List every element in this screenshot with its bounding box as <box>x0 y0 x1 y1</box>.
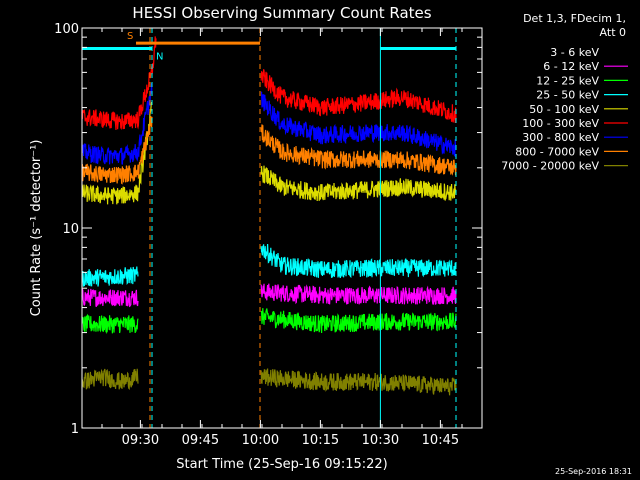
legend-header-line1: Det 1,3, FDecim 1, <box>523 12 626 25</box>
series-line-segment <box>81 115 153 185</box>
series-line-segment <box>260 124 457 176</box>
series-line-segment <box>260 91 457 158</box>
legend-label: 3 - 6 keV <box>550 46 599 59</box>
series-line-segment <box>81 323 153 382</box>
series-line-segment <box>260 340 457 377</box>
marks-layer: SN <box>82 28 457 428</box>
legend-label: 12 - 25 keV <box>536 74 599 87</box>
y-tick-label: 10 <box>62 222 79 237</box>
series-line-segment <box>81 101 153 205</box>
series-line-segment <box>260 165 457 202</box>
series-line-segment <box>81 288 139 308</box>
legend-header-line2: Att 0 <box>600 26 626 39</box>
series-6_12keV <box>81 283 457 308</box>
series-line-segment <box>260 283 457 306</box>
series-line-segment <box>260 368 457 396</box>
series-7000_20000keV <box>81 368 457 396</box>
y-tick-label: 100 <box>54 22 79 37</box>
x-tick-label: 10:30 <box>362 433 399 448</box>
series-line-segment <box>260 243 457 279</box>
x-tick-label: 09:45 <box>182 433 219 448</box>
y-tick-label: 1 <box>71 422 79 437</box>
series-line-segment <box>81 36 157 131</box>
flag-label-S: S <box>127 31 133 42</box>
x-tick-label: 10:00 <box>242 433 279 448</box>
series-line-segment <box>81 368 139 390</box>
chart-title: HESSI Observing Summary Count Rates <box>132 4 431 22</box>
series-line-segment <box>81 313 139 335</box>
series-50_100keV <box>81 101 457 205</box>
x-tick-label: 09:30 <box>122 433 159 448</box>
series-line-segment <box>81 83 153 165</box>
series-25_50keV <box>81 243 457 287</box>
legend-label: 50 - 100 keV <box>529 103 599 116</box>
flag-label-N: N <box>156 51 163 62</box>
x-tick-label: 10:45 <box>422 433 459 448</box>
legend-label: 300 - 800 keV <box>522 131 599 144</box>
x-axis-label: Start Time (25-Sep-16 09:15:22) <box>176 457 387 472</box>
legend-label: 25 - 50 keV <box>536 89 599 102</box>
series-800_7000keV <box>81 115 457 185</box>
footer-timestamp: 25-Sep-2016 18:31 <box>555 467 632 476</box>
series-100_300keV <box>81 36 457 131</box>
y-axis-label: Count Rate (s⁻¹ detector⁻¹) <box>29 140 44 317</box>
legend-label: 100 - 300 keV <box>522 117 599 130</box>
series-line-segment <box>260 69 457 124</box>
series-3_6keV <box>81 323 457 382</box>
legend-label: 7000 - 20000 keV <box>501 160 599 173</box>
series-line-segment <box>260 308 457 334</box>
axes-layer: 09:30 09:45 10:00 10:15 10:30 10:45 1 10 100 <box>54 22 482 448</box>
x-tick-label: 10:15 <box>302 433 339 448</box>
legend-label: 800 - 7000 keV <box>515 145 599 158</box>
series-line-segment <box>81 266 139 287</box>
legend-label: 6 - 12 keV <box>543 60 599 73</box>
series-300_800keV <box>81 83 457 165</box>
series-12_25keV <box>81 308 457 335</box>
series-layer <box>81 36 457 396</box>
